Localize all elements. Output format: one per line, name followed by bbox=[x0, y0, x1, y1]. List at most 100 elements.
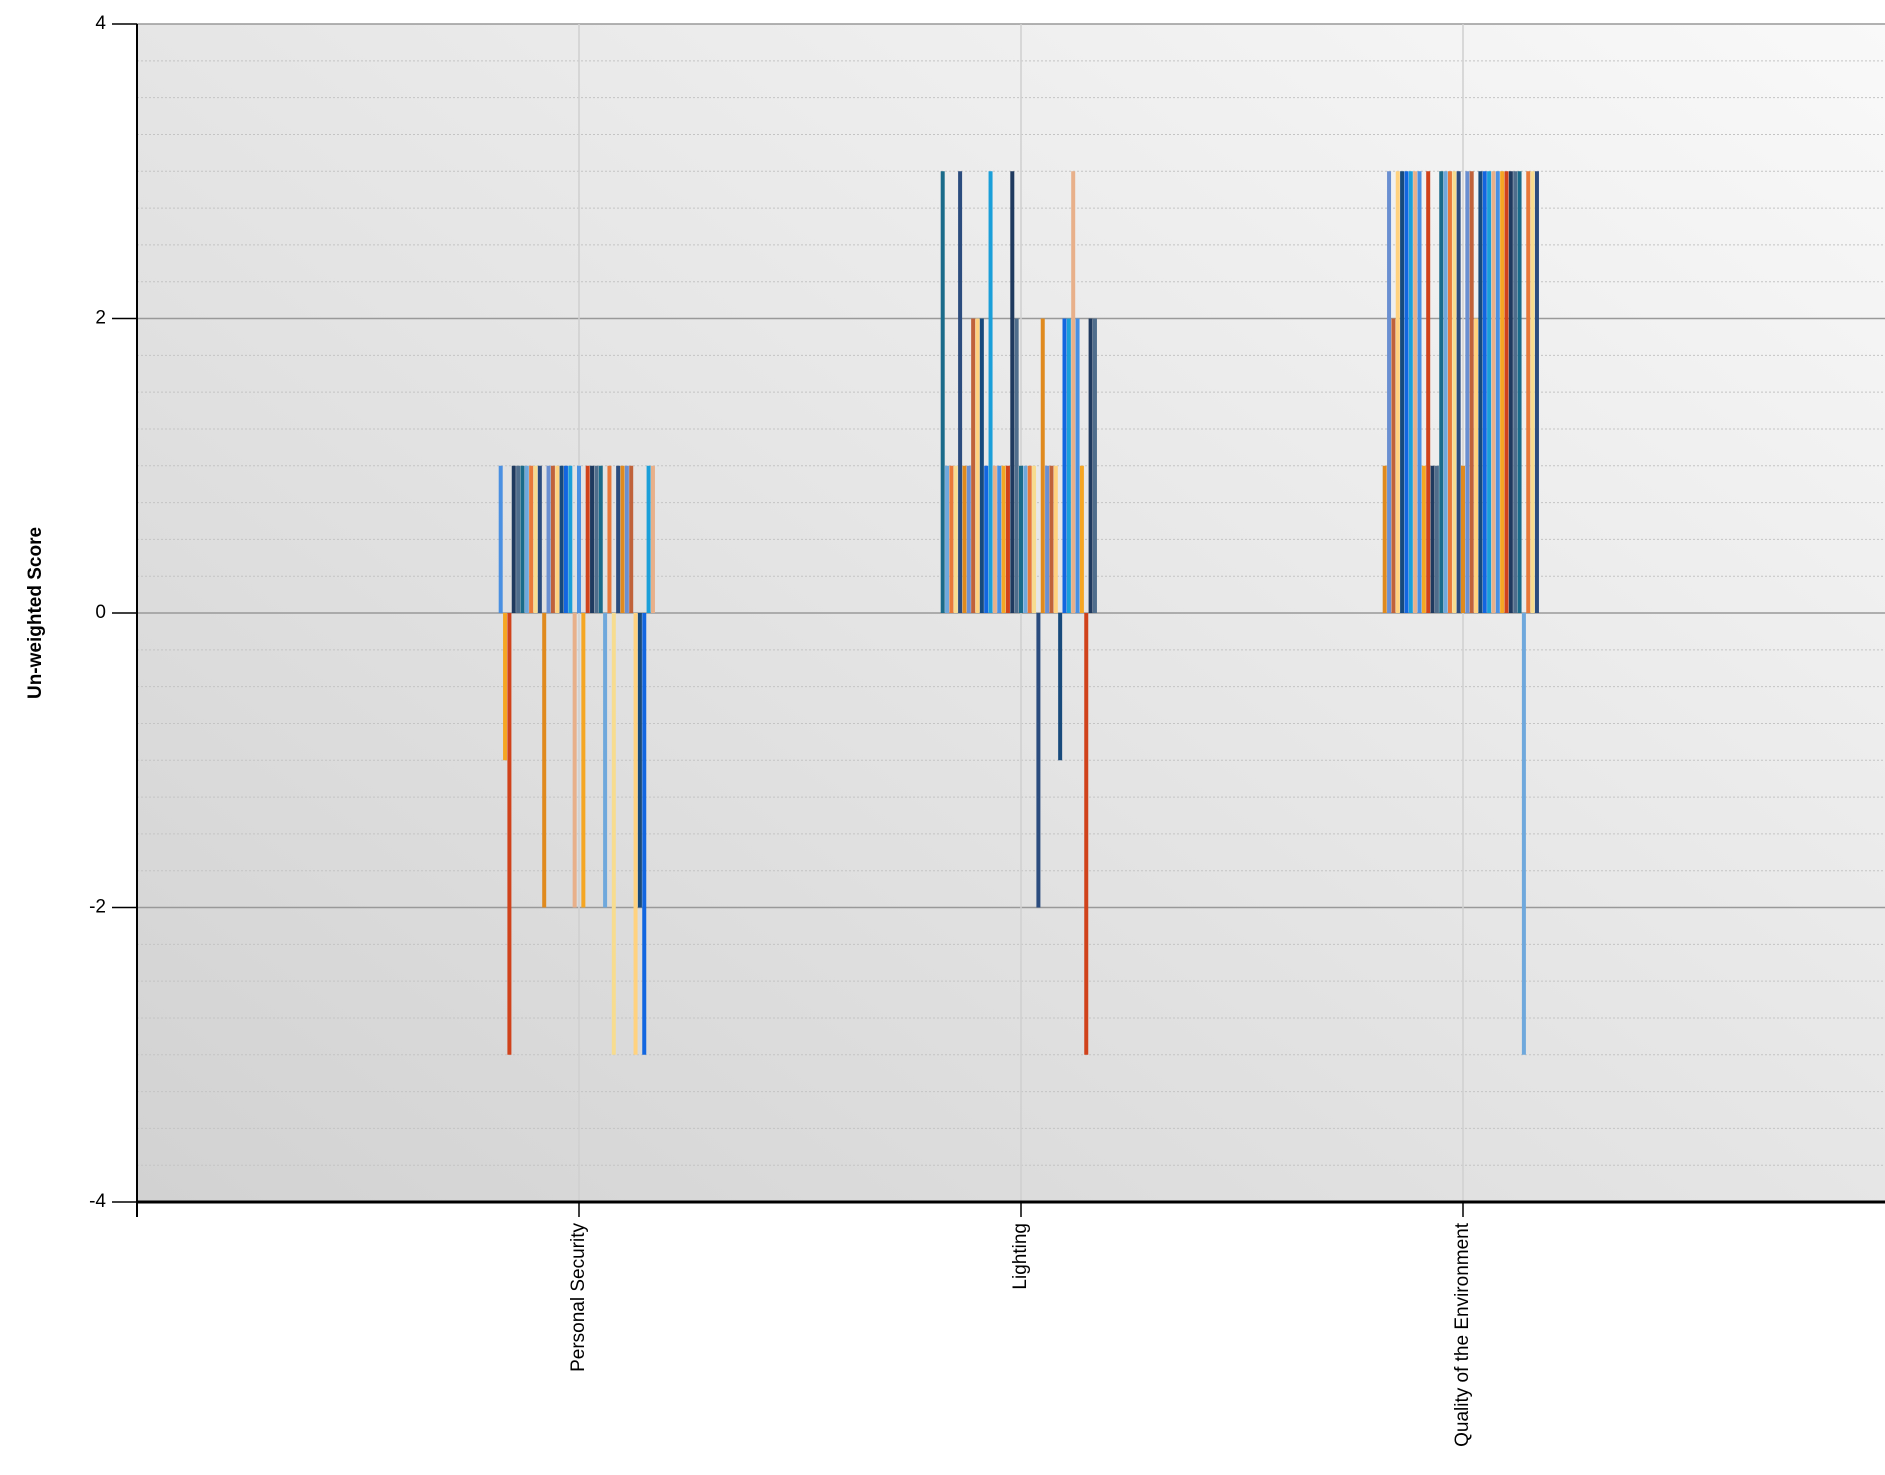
bar bbox=[529, 465, 534, 613]
bar bbox=[1482, 171, 1487, 613]
bar bbox=[1426, 171, 1431, 613]
bar bbox=[1504, 171, 1509, 613]
bar bbox=[1005, 465, 1010, 613]
bar bbox=[550, 465, 555, 613]
x-axis-ticks: Personal Security Lighting Quality of the … bbox=[568, 1202, 1473, 1447]
bar bbox=[1487, 171, 1492, 613]
bar bbox=[516, 465, 521, 613]
bar bbox=[949, 465, 954, 613]
bar bbox=[585, 465, 590, 613]
y-tick-label: -2 bbox=[89, 897, 106, 918]
bar bbox=[546, 465, 551, 613]
bar bbox=[1400, 171, 1405, 613]
bar bbox=[1526, 171, 1531, 613]
bar bbox=[637, 613, 642, 908]
bar bbox=[975, 318, 980, 613]
bar bbox=[1001, 465, 1006, 613]
bar bbox=[953, 465, 958, 613]
bar bbox=[1053, 465, 1058, 613]
x-tick-label: Quality of the Environment bbox=[1452, 1222, 1473, 1447]
bar bbox=[594, 465, 599, 613]
bar bbox=[1408, 171, 1413, 613]
axes bbox=[136, 24, 1885, 1217]
bar bbox=[1058, 613, 1063, 761]
bar bbox=[1032, 465, 1037, 613]
bar bbox=[568, 465, 573, 613]
y-tick-label: 0 bbox=[95, 602, 106, 623]
bar bbox=[1387, 171, 1392, 613]
bar bbox=[1413, 171, 1418, 613]
bar bbox=[945, 465, 950, 613]
bar bbox=[563, 465, 568, 613]
bar bbox=[1014, 318, 1019, 613]
bar bbox=[1474, 318, 1479, 613]
bar bbox=[533, 465, 538, 613]
bar bbox=[966, 465, 971, 613]
bar bbox=[511, 465, 516, 613]
bar bbox=[984, 465, 989, 613]
bar bbox=[1023, 465, 1028, 613]
bar bbox=[1443, 171, 1448, 613]
bar bbox=[1517, 171, 1522, 613]
bar bbox=[1045, 465, 1050, 613]
bar bbox=[1508, 171, 1513, 613]
bar bbox=[1092, 318, 1097, 613]
bar bbox=[1391, 318, 1396, 613]
bar bbox=[1421, 465, 1426, 613]
bar bbox=[590, 465, 595, 613]
bar bbox=[611, 613, 616, 1055]
bar bbox=[1513, 171, 1518, 613]
bar bbox=[992, 465, 997, 613]
bar bbox=[1019, 465, 1023, 613]
bar bbox=[629, 465, 634, 613]
bar bbox=[598, 465, 603, 613]
x-tick-label: Personal Security bbox=[568, 1223, 589, 1372]
bar bbox=[1084, 613, 1089, 1055]
bar bbox=[962, 465, 967, 613]
bar bbox=[1010, 171, 1015, 613]
y-axis-ticks: 4 2 0 -2 -4 bbox=[89, 13, 137, 1212]
bar bbox=[1469, 171, 1474, 613]
bar bbox=[1465, 171, 1470, 613]
bar bbox=[1430, 465, 1435, 613]
y-axis-title: Un-weighted Score bbox=[25, 527, 46, 699]
bar bbox=[1066, 318, 1071, 613]
bar bbox=[1452, 171, 1457, 613]
bar bbox=[1062, 318, 1067, 613]
bar bbox=[1417, 171, 1422, 613]
bar bbox=[581, 613, 586, 908]
bar bbox=[979, 318, 984, 613]
bar bbox=[520, 465, 525, 613]
bar bbox=[940, 171, 945, 613]
x-tick-label: Lighting bbox=[1010, 1223, 1031, 1290]
bar bbox=[1049, 465, 1054, 613]
bar-series bbox=[498, 171, 1539, 1055]
bar bbox=[1500, 171, 1505, 613]
bar bbox=[524, 465, 529, 613]
bar bbox=[988, 171, 993, 613]
bar bbox=[577, 465, 581, 613]
bar bbox=[603, 613, 608, 908]
bar bbox=[1382, 465, 1387, 613]
y-tick-label: -4 bbox=[89, 1191, 106, 1212]
bar bbox=[642, 613, 647, 1055]
bar bbox=[542, 613, 547, 908]
bar bbox=[498, 465, 503, 613]
bar bbox=[1534, 171, 1539, 613]
bar bbox=[537, 465, 542, 613]
y-tick-label: 2 bbox=[95, 308, 106, 329]
bar bbox=[1434, 465, 1439, 613]
bar bbox=[958, 171, 963, 613]
y-tick-label: 4 bbox=[95, 13, 106, 34]
bar bbox=[503, 613, 508, 761]
bar bbox=[1088, 318, 1093, 613]
bar bbox=[1491, 171, 1496, 613]
bar bbox=[1447, 171, 1452, 613]
bar bbox=[1395, 171, 1400, 613]
bar bbox=[1075, 318, 1080, 613]
bar bbox=[1478, 171, 1483, 613]
bar bbox=[1079, 465, 1084, 613]
bar bbox=[1404, 171, 1409, 613]
bar bbox=[971, 318, 976, 613]
bar bbox=[633, 613, 638, 1055]
